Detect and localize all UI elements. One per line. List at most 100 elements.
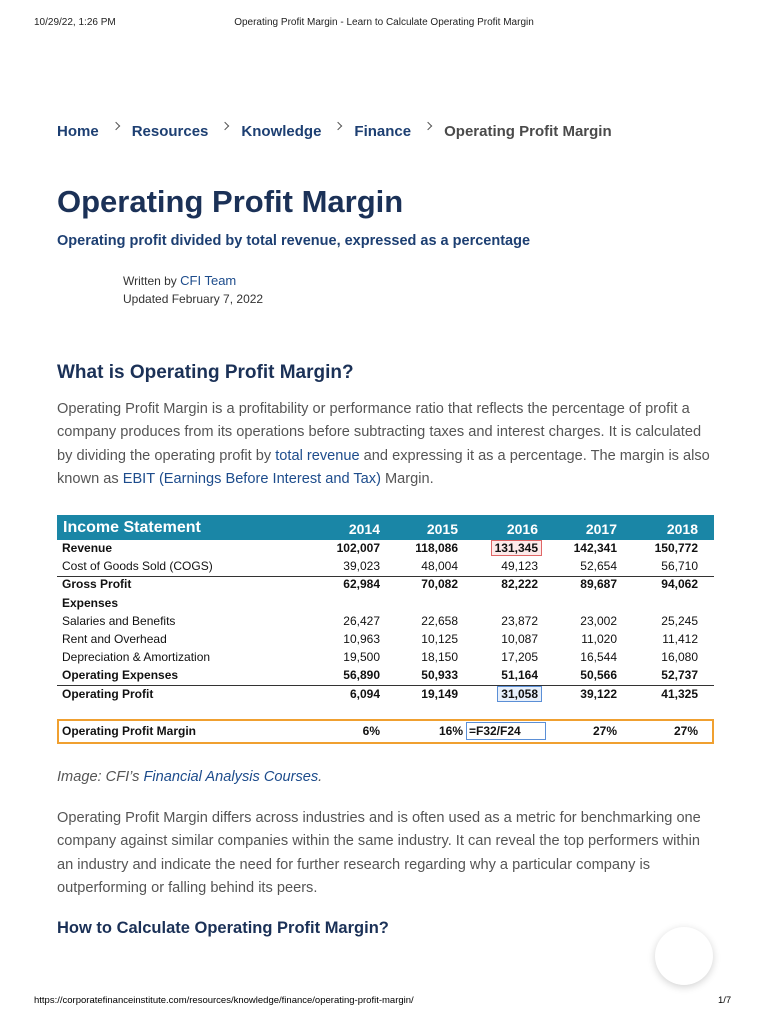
row-label: Operating Expenses — [62, 668, 179, 683]
row-label: Expenses — [62, 595, 119, 610]
article-title: Operating Profit Margin — [57, 184, 404, 219]
subtitle: Operating profit divided by total revenu… — [57, 233, 531, 249]
row-label: Salaries and Benefits — [62, 613, 176, 628]
updated-date: Updated February 7, 2022 — [123, 292, 264, 306]
byline: Written by CFI Team — [123, 273, 236, 288]
cell: 50,933 — [421, 668, 458, 683]
breadcrumb-item[interactable]: Finance — [354, 123, 412, 140]
paragraph: Operating Profit Margin differs across i… — [57, 810, 701, 896]
print-page: 1/7 — [718, 995, 732, 1006]
cell: 11,412 — [662, 632, 698, 646]
breadcrumb-item[interactable]: Resources — [131, 123, 209, 140]
margin-row-box — [57, 719, 714, 744]
row-label: Rent and Overhead — [62, 632, 167, 646]
link[interactable]: Financial Analysis Courses — [143, 769, 319, 785]
cell: 52,737 — [661, 668, 698, 683]
breadcrumb-item[interactable]: Knowledge — [241, 123, 322, 140]
cell: 52,654 — [580, 559, 617, 574]
breadcrumb-item: Operating Profit Margin — [444, 123, 612, 140]
cell: 10,125 — [421, 632, 458, 646]
cell: 62,984 — [343, 577, 380, 592]
cell: 131,345 — [490, 540, 542, 556]
cell: 11,020 — [581, 632, 617, 646]
year-header: 2018 — [666, 521, 698, 537]
year-header: 2014 — [348, 521, 380, 537]
year-header: 2016 — [506, 521, 538, 537]
written-by: Written by — [123, 274, 177, 288]
row-label: Cost of Goods Sold (COGS) — [62, 559, 213, 574]
table-header-bar — [57, 515, 714, 540]
floating-button[interactable] — [655, 927, 713, 985]
breadcrumb: Home Resources Knowledge Finance Operating P… — [57, 121, 612, 140]
text: Operating Profit Margin is a profitabili… — [57, 401, 702, 464]
cell: 27% — [592, 724, 617, 738]
cell: 102,007 — [336, 541, 380, 555]
cell: 16% — [438, 724, 463, 738]
cell: 82,222 — [501, 577, 538, 592]
cell: 39,023 — [343, 559, 380, 574]
cell: 142,341 — [573, 541, 617, 555]
text: Image: CFI’s — [57, 769, 144, 785]
print-title: Operating Profit Margin - Learn to Calcu… — [234, 17, 534, 28]
cell: 41,325 — [661, 686, 698, 701]
link[interactable]: EBIT (Earnings Before Interest and Tax) — [122, 470, 381, 487]
cell: 19,500 — [343, 650, 380, 665]
row-label: Depreciation & Amortization — [62, 650, 211, 665]
year-header: 2017 — [585, 521, 617, 537]
breadcrumb-separator — [111, 121, 120, 131]
text: . — [318, 769, 323, 785]
row-label: Operating Profit — [62, 686, 154, 701]
author-link[interactable]: CFI Team — [180, 273, 237, 288]
print-url: https://corporatefinanceinstitute.com/re… — [34, 995, 414, 1006]
cell: 25,245 — [661, 613, 698, 628]
cell: 56,710 — [661, 559, 698, 574]
row-label: Gross Profit — [62, 577, 132, 592]
cell: 17,205 — [501, 650, 538, 665]
row-label: Revenue — [62, 541, 113, 555]
cell: 89,687 — [580, 577, 617, 592]
cell: 19,149 — [421, 686, 458, 701]
table-title: Income Statement — [63, 519, 201, 536]
cell: 16,080 — [661, 650, 698, 665]
year-header: 2015 — [426, 521, 458, 537]
cell: 27% — [673, 724, 698, 738]
cell: 31,058 — [497, 685, 542, 702]
cell: 94,062 — [661, 577, 698, 592]
breadcrumb-separator — [423, 121, 433, 131]
section-heading: What is Operating Profit Margin? — [57, 362, 354, 383]
cell: 10,087 — [501, 632, 538, 646]
cell: 56,890 — [343, 668, 380, 683]
cell: =F32/F24 — [466, 722, 546, 740]
cell: 39,122 — [580, 686, 617, 701]
cell: 70,082 — [421, 577, 458, 592]
cell: 26,427 — [343, 613, 380, 628]
subsection-heading: How to Calculate Operating Profit Margin… — [57, 919, 389, 937]
cell: 50,566 — [580, 668, 617, 683]
cell: 118,086 — [415, 541, 458, 555]
cell: 51,164 — [501, 668, 538, 683]
table-rule — [57, 576, 714, 577]
cell: 16,544 — [580, 650, 617, 665]
image-caption: Image: CFI’s Financial Analysis Courses. — [57, 766, 717, 789]
cell: 23,002 — [580, 613, 617, 628]
text: and expressing it as a percentage. The m… — [57, 447, 710, 487]
cell: 49,123 — [501, 559, 538, 574]
table-rule — [57, 685, 714, 686]
income-statement-image: Income Statement 2014 2015 2016 2017 2018 Reve… — [57, 515, 714, 745]
link[interactable]: total revenue — [275, 447, 360, 464]
cell: 6,094 — [349, 686, 380, 701]
cell: 10,963 — [343, 632, 380, 646]
cell: 23,872 — [501, 613, 538, 628]
cell: 22,658 — [421, 613, 458, 628]
cell: 150,772 — [654, 541, 698, 555]
breadcrumb-item[interactable]: Home — [57, 123, 99, 140]
cell: 18,150 — [421, 650, 458, 665]
breadcrumb-separator — [221, 121, 230, 131]
row-label: Operating Profit Margin — [62, 724, 197, 738]
breadcrumb-separator — [334, 121, 343, 131]
print-datetime: 10/29/22, 1:26 PM — [34, 17, 116, 28]
paragraph: Operating Profit Margin is a profitabili… — [57, 398, 717, 491]
text: Margin. — [380, 470, 434, 487]
cell: 6% — [362, 724, 380, 738]
